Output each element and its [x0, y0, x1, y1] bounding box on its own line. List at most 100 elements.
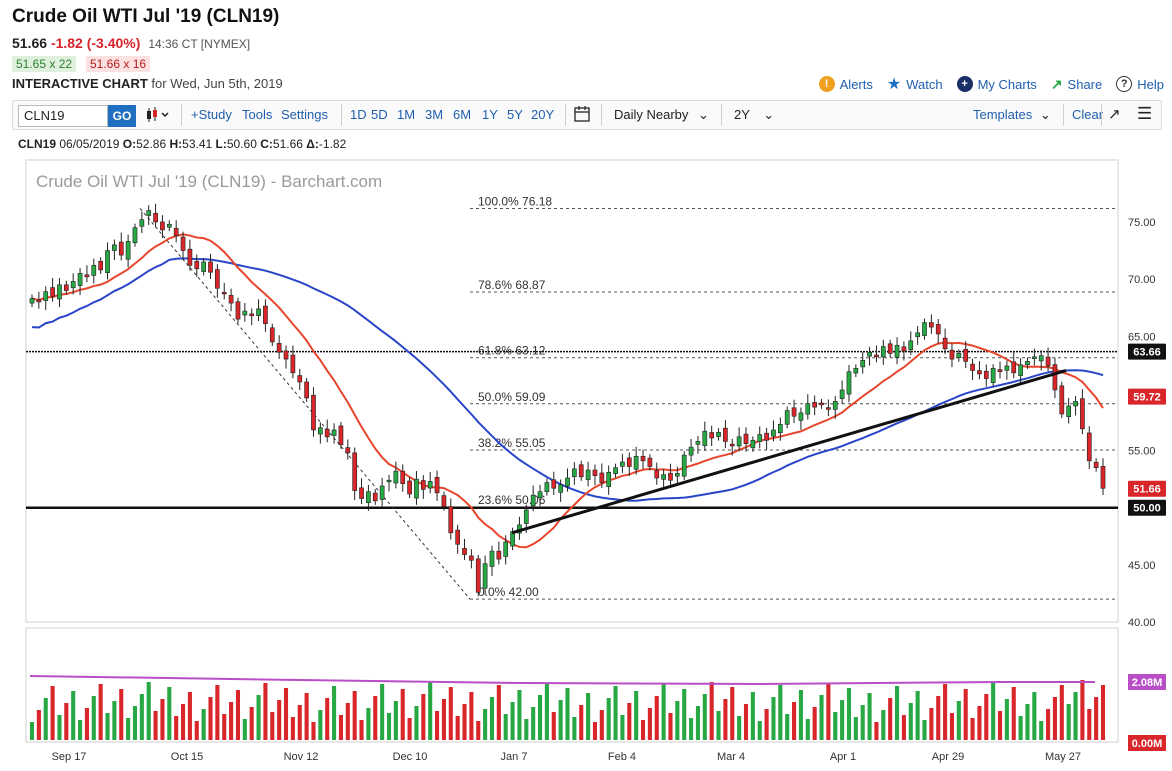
volume-bar — [1052, 697, 1057, 740]
candle-body — [784, 410, 790, 425]
menu-icon[interactable]: ☰ — [1137, 104, 1153, 123]
candle-body — [29, 298, 35, 304]
volume-bar — [352, 691, 357, 740]
volume-bar — [634, 691, 639, 740]
range-5y[interactable]: 5Y — [507, 107, 523, 122]
candle-body — [544, 482, 550, 492]
candle — [640, 449, 646, 469]
price-tag — [1128, 343, 1166, 360]
range-20y[interactable]: 20Y — [531, 107, 555, 122]
volume-bar — [91, 696, 96, 740]
alerts-link[interactable]: ! Alerts — [818, 74, 873, 94]
expand-icon[interactable]: ↗ — [1108, 106, 1121, 123]
volume-bar — [798, 690, 803, 740]
candle — [853, 364, 859, 378]
go-button[interactable]: GO — [108, 105, 136, 127]
volume-bar — [840, 700, 845, 740]
candle — [1059, 381, 1065, 418]
candle-body — [187, 248, 193, 266]
range-1d[interactable]: 1D — [350, 107, 367, 122]
range-5d[interactable]: 5D — [371, 107, 388, 122]
candle-body — [1018, 364, 1023, 376]
candle — [448, 498, 454, 540]
candle — [716, 428, 721, 441]
volume-bar — [393, 701, 398, 740]
candle-body — [269, 327, 275, 343]
candle-body — [1004, 365, 1010, 371]
candle-body — [448, 506, 454, 534]
candle-body — [867, 351, 872, 357]
candle-body — [777, 423, 783, 434]
range-1m[interactable]: 1M — [397, 107, 416, 122]
candle-body — [620, 461, 625, 467]
templates-select[interactable]: Templates ⌄ — [973, 107, 1051, 123]
fib-level-label: 78.6% 68.87 — [478, 278, 546, 292]
candlestick-type-icon[interactable] — [145, 106, 173, 127]
volume-bar — [1094, 697, 1099, 740]
my-charts-link[interactable]: + My Charts — [956, 74, 1037, 94]
candle-body — [681, 454, 687, 477]
candle-body — [654, 470, 660, 479]
volume-bar — [119, 689, 124, 740]
span-select[interactable]: 2Y ⌄ — [734, 107, 774, 123]
range-1y[interactable]: 1Y — [482, 107, 498, 122]
candle — [215, 264, 220, 298]
period-value: Daily Nearby — [614, 107, 689, 122]
open-label: O: — [122, 137, 137, 151]
candle-body — [420, 480, 426, 490]
volume-bar — [153, 711, 158, 740]
help-link[interactable]: ? Help — [1116, 74, 1164, 94]
volume-bar — [64, 703, 69, 740]
price-tag — [1128, 480, 1166, 497]
volume-bar — [695, 706, 700, 740]
candle — [228, 288, 234, 312]
candle-body — [427, 481, 433, 489]
candle-body — [208, 261, 213, 273]
study-button[interactable]: +Study — [191, 107, 232, 122]
calendar-icon[interactable] — [574, 105, 590, 125]
candle — [1038, 350, 1044, 371]
share-label: Share — [1067, 76, 1103, 92]
candle-body — [105, 250, 110, 273]
period-select[interactable]: Daily Nearby ⌄ — [614, 107, 709, 123]
candle-body — [441, 495, 447, 507]
close-label: C: — [260, 137, 273, 151]
candle-body — [949, 349, 955, 360]
candle — [599, 463, 605, 488]
candle — [585, 461, 591, 487]
tools-button[interactable]: Tools — [242, 107, 273, 122]
candle-body — [194, 260, 200, 270]
candle — [791, 399, 797, 424]
volume-bar — [414, 706, 419, 740]
settings-button[interactable]: Settings — [281, 107, 328, 122]
candle — [922, 318, 927, 340]
candle-body — [160, 221, 165, 231]
candle-body — [551, 479, 557, 489]
candle — [1031, 348, 1037, 366]
candle-body — [1093, 461, 1099, 468]
volume-bar — [888, 698, 893, 740]
candle-body — [1038, 355, 1044, 362]
price-tag — [1128, 499, 1166, 516]
candle-body — [764, 432, 769, 441]
volume-bar — [764, 709, 769, 740]
volume-bar — [675, 701, 680, 740]
range-6m[interactable]: 6M — [453, 107, 472, 122]
candle-body — [880, 346, 886, 358]
range-3m[interactable]: 3M — [425, 107, 444, 122]
candle — [668, 463, 673, 486]
candle-body — [482, 563, 488, 589]
symbol-input[interactable]: CLN19 — [18, 105, 108, 127]
candle-body — [983, 370, 989, 379]
candle-body — [372, 492, 378, 502]
candle-body — [668, 472, 673, 481]
share-link[interactable]: ↗ Share — [1051, 74, 1102, 94]
watch-link[interactable]: ★ Watch — [887, 74, 943, 94]
candle — [784, 406, 790, 429]
candle-body — [215, 269, 220, 289]
candle — [626, 452, 632, 477]
clear-button[interactable]: Clear — [1072, 107, 1104, 122]
high-value: 53.41 — [182, 137, 213, 151]
candle-body — [1073, 401, 1078, 407]
